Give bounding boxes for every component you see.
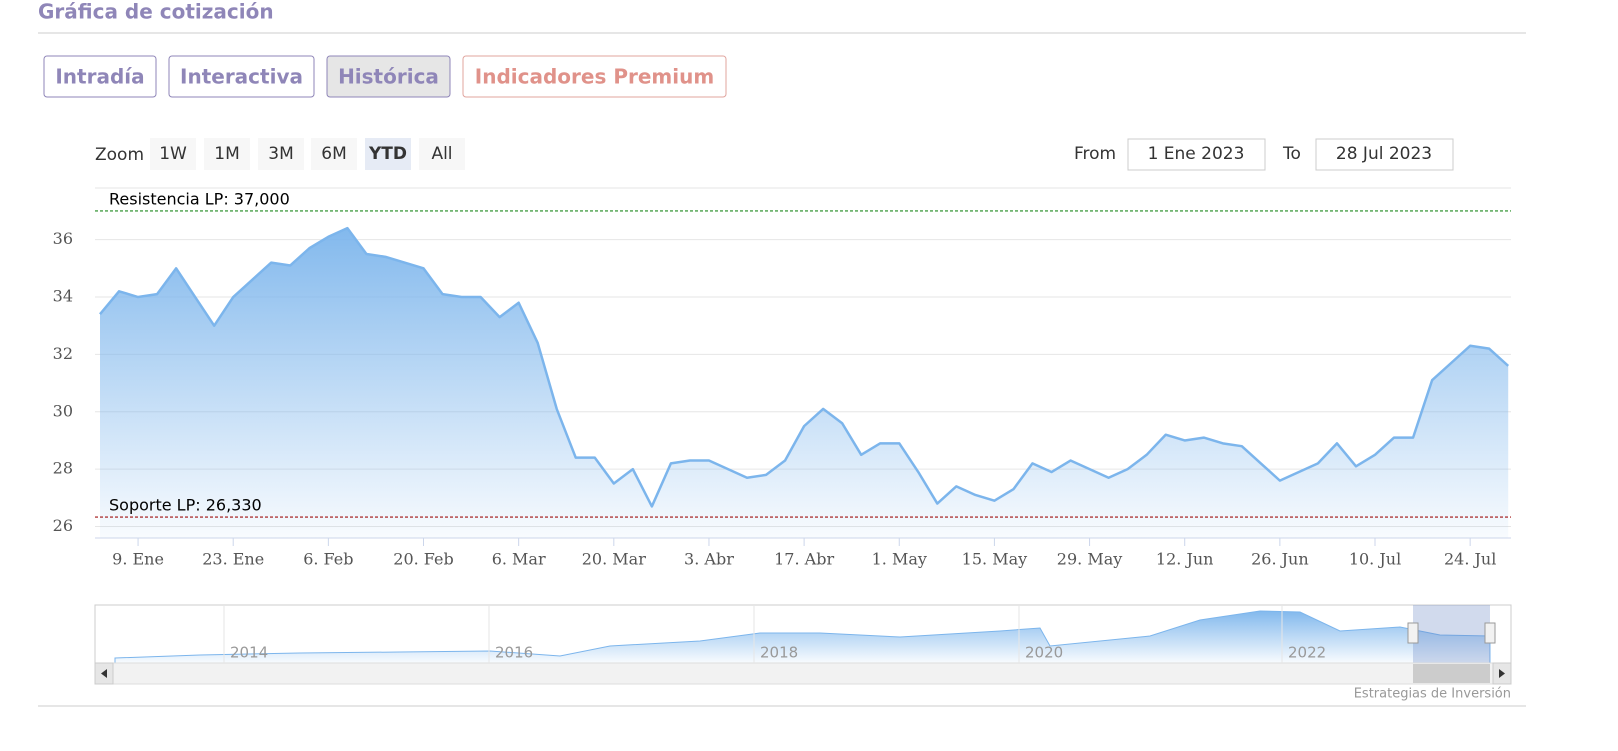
tab[interactable]	[168, 55, 315, 98]
zoom-button-label: All	[431, 144, 452, 164]
tab-label: Intradía	[55, 65, 144, 89]
zoom-button-label: YTD	[368, 144, 407, 164]
x-tick-label: 29. May	[1057, 550, 1123, 569]
zoom-button[interactable]	[311, 138, 357, 170]
y-tick-label: 26	[53, 516, 73, 535]
tab-label: Histórica	[338, 65, 439, 89]
x-tick-label: 10. Jul	[1349, 550, 1401, 569]
scrollbar-thumb[interactable]	[1413, 664, 1490, 683]
area	[100, 228, 1509, 538]
navigator-label: 2018	[760, 644, 798, 662]
toolbar: Zoom 1W 1M 3M 6M YTD All From 1 Ene 2023 To 28 Jul…	[95, 138, 1454, 171]
y-tick-label: 30	[53, 401, 73, 420]
plot-line-label: Soporte LP: 26,330	[109, 496, 262, 515]
x-tick-label: 1. May	[872, 550, 927, 569]
x-tick-label: 12. Jun	[1156, 550, 1214, 569]
tab-label: Indicadores Premium	[475, 65, 714, 89]
x-tick-label: 20. Mar	[582, 550, 646, 569]
zoom-button[interactable]	[150, 138, 196, 170]
tab[interactable]	[462, 55, 727, 98]
y-tick-label: 32	[53, 344, 73, 363]
zoom-label: Zoom	[95, 145, 144, 165]
to-label: To	[1282, 144, 1301, 164]
navigator-label: 2014	[230, 644, 268, 662]
x-tick-label: 17. Abr	[774, 550, 834, 569]
navigator-series	[114, 610, 1491, 664]
zoom-button[interactable]	[419, 138, 465, 170]
x-tick-label: 23. Ene	[202, 550, 264, 569]
arrow-icon	[101, 669, 107, 678]
line	[99, 226, 1510, 508]
navigator: 2014 2016 2018 2020 2022	[94, 604, 1512, 685]
y-tick-label: 28	[53, 459, 73, 478]
tab[interactable]	[43, 55, 157, 98]
navigator-selection[interactable]	[1413, 605, 1490, 663]
from-label: From	[1074, 144, 1116, 164]
zoom-button-label: 6M	[321, 144, 346, 164]
zoom-button[interactable]	[258, 138, 304, 170]
zoom-button-label: 1W	[159, 144, 187, 164]
scrollbar-track[interactable]	[94, 662, 1512, 685]
tab[interactable]	[326, 55, 451, 98]
y-tick-label: 34	[53, 287, 73, 306]
navigator-label: 2016	[495, 644, 533, 662]
chart: 26 28 30 32 34 36 9. Ene 23. Ene 6. Feb 20. Feb 6.…	[53, 187, 1511, 569]
credit: Estrategias de Inversión	[1354, 687, 1511, 702]
tab-bar: Intradía Interactiva Histórica Indicadores …	[43, 55, 727, 98]
tab-label: Interactiva	[180, 65, 303, 89]
navigator-label: 2022	[1288, 644, 1326, 662]
zoom-button-label: 3M	[268, 144, 293, 164]
y-tick-label: 36	[53, 229, 73, 248]
x-tick-label: 15. May	[962, 550, 1028, 569]
date-input[interactable]	[1127, 138, 1266, 171]
page-title: Gráfica de cotización	[38, 0, 274, 24]
plot-line-label: Resistencia LP: 37,000	[109, 189, 290, 208]
x-tick-label: 9. Ene	[112, 550, 164, 569]
navigator-handle[interactable]	[1484, 622, 1496, 644]
x-tick-label: 6. Mar	[492, 550, 546, 569]
navigator-label: 2020	[1025, 644, 1063, 662]
date-input[interactable]	[1315, 138, 1454, 171]
x-tick-label: 6. Feb	[303, 550, 353, 569]
zoom-button-label: 1M	[214, 144, 239, 164]
from-date: 1 Ene 2023	[1148, 144, 1245, 164]
x-tick-label: 3. Abr	[684, 550, 734, 569]
x-tick-label: 24. Jul	[1444, 550, 1496, 569]
zoom-button[interactable]	[204, 138, 250, 170]
navigator-handle[interactable]	[1407, 622, 1419, 644]
arrow-icon	[1499, 669, 1505, 678]
to-date: 28 Jul 2023	[1336, 144, 1432, 164]
zoom-button[interactable]	[365, 138, 411, 170]
x-tick-label: 20. Feb	[393, 550, 453, 569]
x-tick-label: 26. Jun	[1251, 550, 1309, 569]
